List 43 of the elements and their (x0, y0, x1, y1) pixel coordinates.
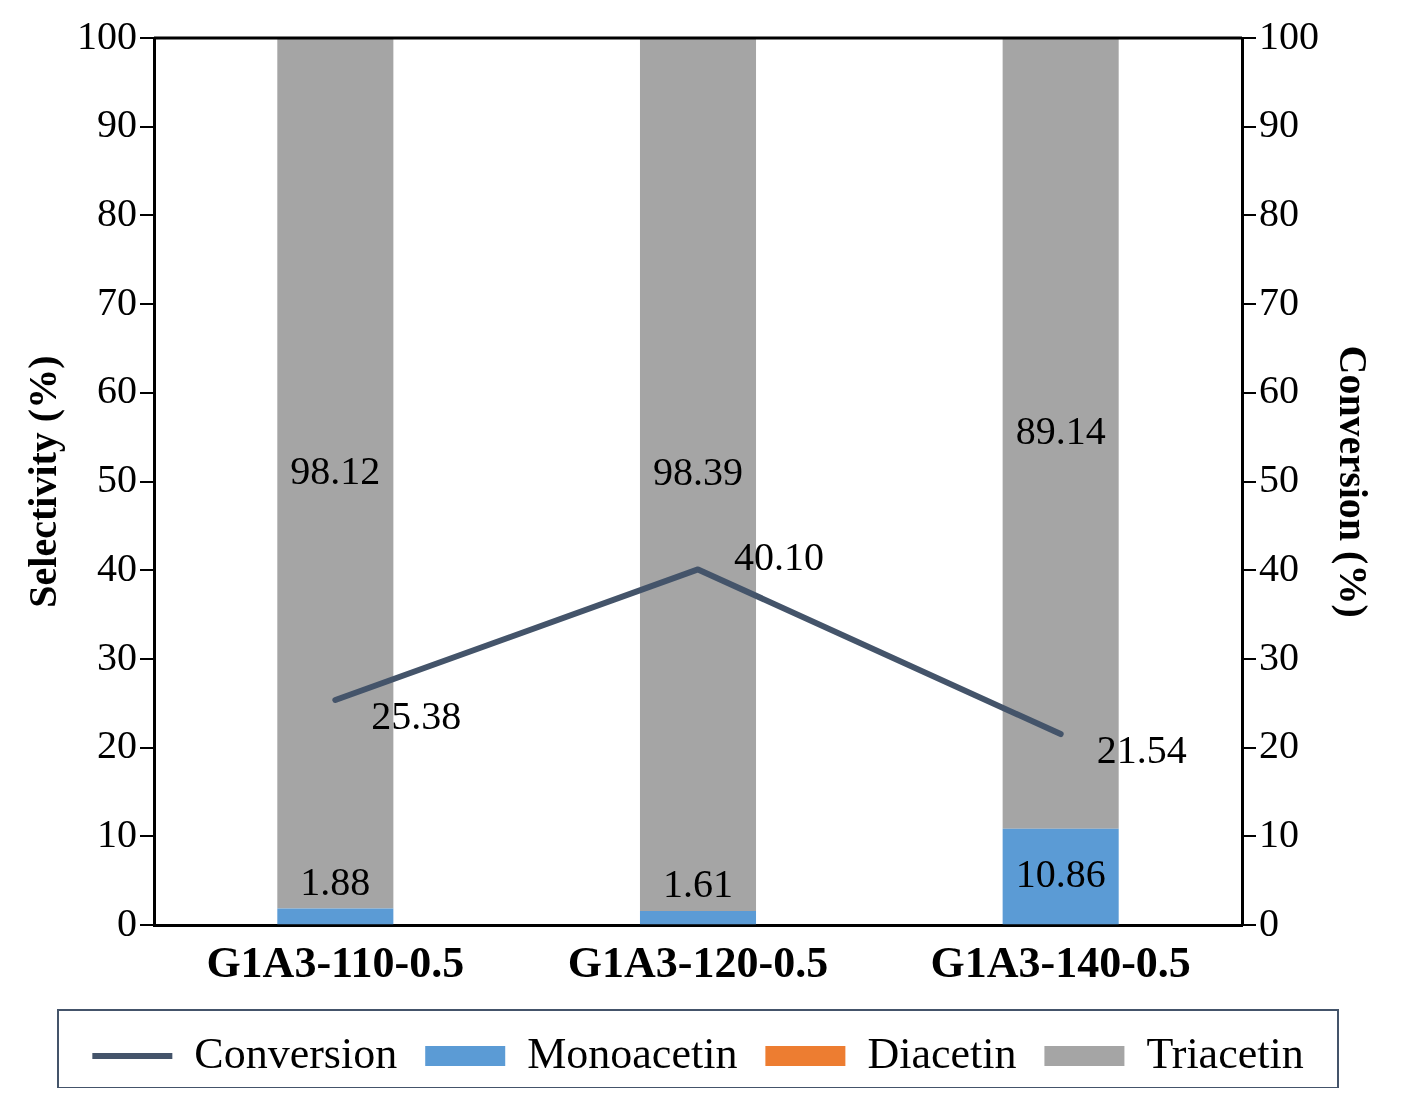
y2-tick-label: 10 (1259, 810, 1299, 856)
y2-tick-label: 100 (1259, 12, 1319, 58)
legend-label: Triacetin (1146, 1028, 1304, 1078)
data-label: 98.39 (653, 448, 743, 494)
data-label: 89.14 (1015, 407, 1106, 453)
x-tick-label: G1A3-110-0.5 (206, 937, 465, 987)
x-tick-label: G1A3-120-0.5 (567, 937, 829, 987)
y-tick-label: 80 (97, 189, 137, 235)
y-tick-label: 60 (97, 367, 137, 413)
y2-tick-label: 60 (1259, 367, 1299, 413)
y-tick-label: 30 (97, 633, 137, 679)
y-axis-title: Selectivity (%) (20, 355, 66, 608)
bar (639, 910, 757, 925)
legend-label: Monoacetin (527, 1028, 738, 1078)
data-label: 25.38 (371, 692, 462, 738)
legend-label: Conversion (194, 1028, 398, 1078)
data-label: 1.88 (300, 859, 371, 905)
y2-tick-label: 90 (1259, 101, 1299, 147)
legend-label: Diacetin (867, 1028, 1017, 1078)
bar (1002, 828, 1119, 925)
y-tick-label: 50 (97, 456, 137, 502)
y-tick-label: 90 (97, 101, 137, 147)
data-label: 40.10 (734, 533, 824, 579)
y2-tick-label: 0 (1259, 899, 1279, 945)
y2-tick-label: 50 (1259, 456, 1299, 502)
y2-tick-label: 80 (1259, 189, 1299, 235)
y-tick-label: 100 (77, 12, 137, 58)
x-tick-label: G1A3-140-0.5 (930, 937, 1191, 987)
y2-axis-title: Conversion (%) (1330, 345, 1376, 618)
y2-tick-label: 40 (1259, 544, 1299, 590)
y2-tick-label: 20 (1259, 722, 1299, 768)
data-label: 10.86 (1015, 851, 1106, 897)
y2-tick-label: 30 (1259, 633, 1299, 679)
y2-tick-label: 70 (1259, 278, 1299, 324)
y-tick-label: 10 (97, 810, 137, 856)
y-tick-label: 70 (97, 278, 137, 324)
y-tick-label: 0 (117, 899, 137, 945)
y-tick-label: 20 (97, 722, 137, 768)
y-tick-label: 40 (97, 544, 137, 590)
bar (277, 908, 394, 925)
data-label: 21.54 (1096, 726, 1187, 772)
data-label: 1.61 (663, 861, 733, 907)
data-label: 98.12 (290, 447, 381, 493)
